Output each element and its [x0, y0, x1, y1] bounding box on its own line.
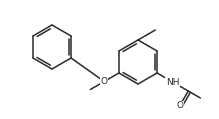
Text: O: O — [101, 77, 108, 86]
Text: O: O — [176, 101, 183, 110]
Text: NH: NH — [166, 77, 179, 87]
